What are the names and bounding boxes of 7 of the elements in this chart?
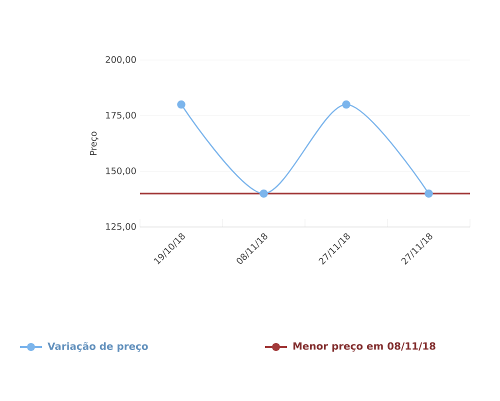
legend-label: Variação de preço	[48, 342, 148, 352]
y-tick-label: 200,00	[106, 56, 136, 64]
y-tick-label: 150,00	[106, 167, 136, 176]
y-tick-label: 125,00	[106, 223, 136, 231]
y-axis-title: Preço	[90, 132, 98, 155]
y-tick-label: 175,00	[106, 112, 136, 120]
legend-label: Menor preço em 08/11/18	[293, 342, 436, 352]
